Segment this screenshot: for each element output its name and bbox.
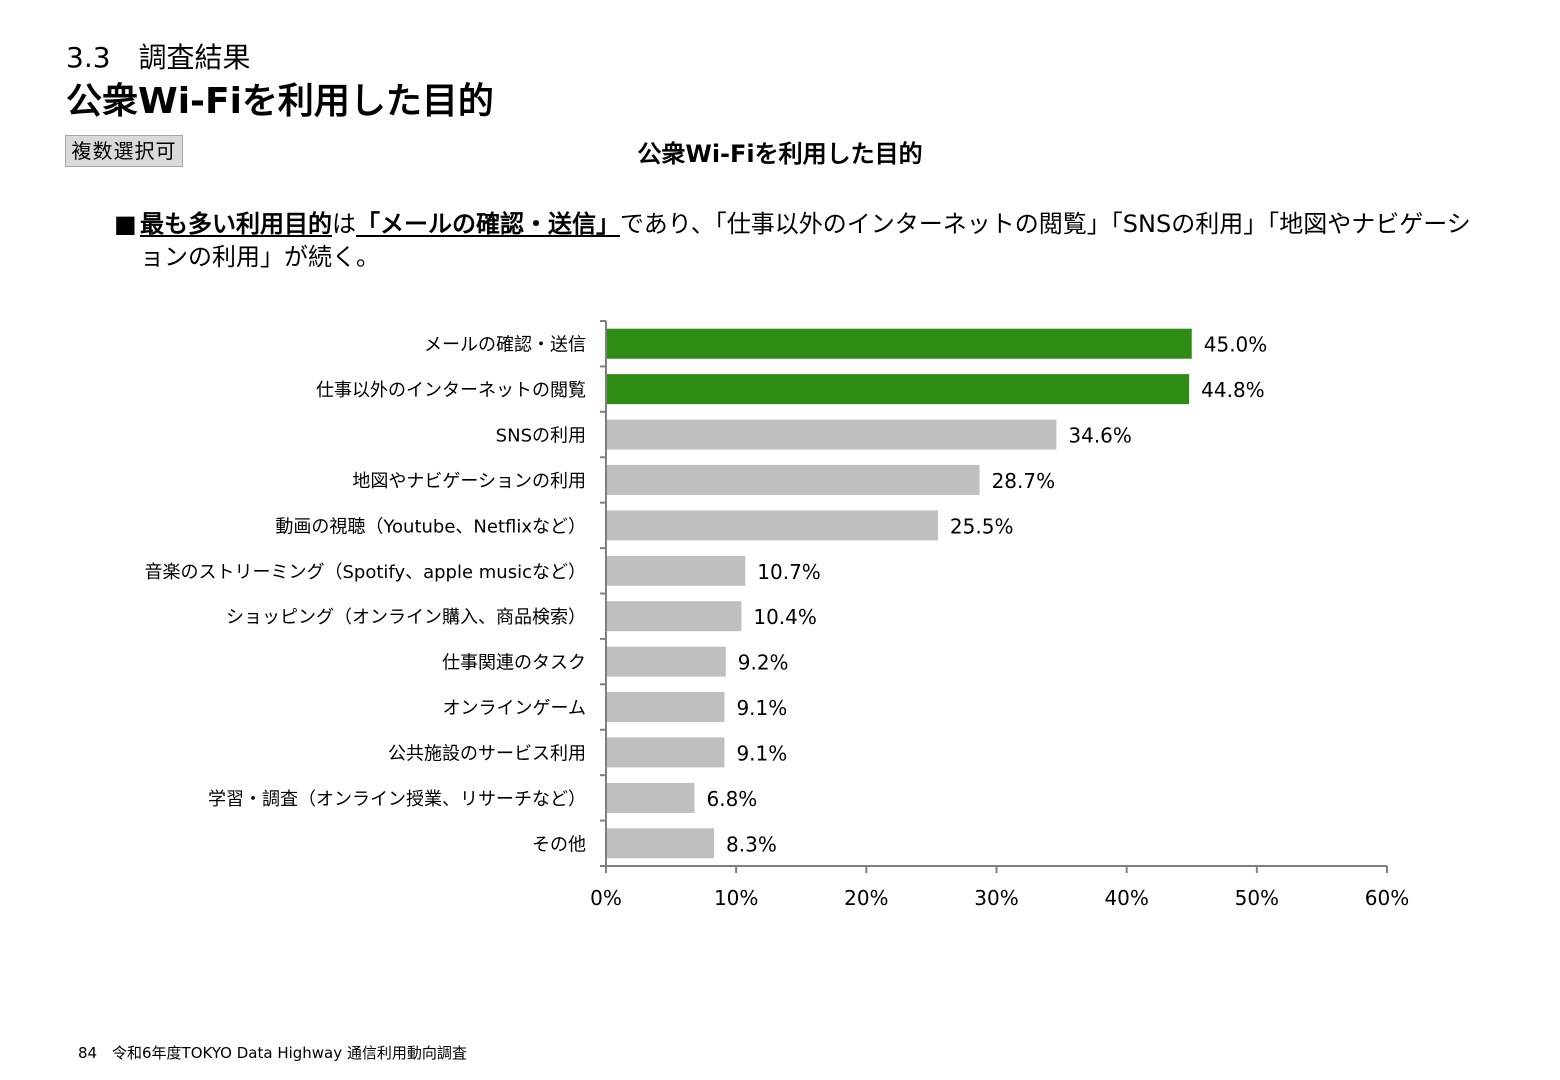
x-tick-label: 30% xyxy=(974,886,1018,910)
bar xyxy=(607,555,746,586)
category-label: 学習・調査（オンライン授業、リサーチなど） xyxy=(208,789,586,810)
category-label: メールの確認・送信 xyxy=(424,335,586,356)
category-label: 動画の視聴（Youtube、Netflixなど） xyxy=(275,516,586,537)
x-tick-label: 10% xyxy=(714,886,758,910)
x-tick-label: 0% xyxy=(590,886,622,910)
bar-value-label: 34.6% xyxy=(1068,424,1132,448)
bar-value-label: 6.8% xyxy=(707,787,758,811)
summary-rest: であり、「仕事以外のインターネットの閲覧」「SNSの利用」「地図やナビゲーション… xyxy=(140,210,1471,271)
bar xyxy=(607,510,938,541)
bar xyxy=(607,328,1192,359)
category-label: オンラインゲーム xyxy=(443,698,586,719)
bar xyxy=(607,374,1190,405)
bar xyxy=(607,782,695,813)
bar xyxy=(607,419,1057,450)
category-label: 公共施設のサービス利用 xyxy=(388,743,586,764)
bar-value-label: 10.4% xyxy=(753,605,817,629)
bar xyxy=(607,464,980,495)
bar-value-label: 9.1% xyxy=(736,741,787,765)
bar-value-label: 9.2% xyxy=(738,651,789,675)
bar-value-label: 44.8% xyxy=(1201,378,1265,402)
summary-top-item: 「メールの確認・送信」 xyxy=(356,210,620,238)
x-tick-label: 40% xyxy=(1104,886,1148,910)
category-label: 仕事関連のタスク xyxy=(442,653,586,674)
x-tick-label: 60% xyxy=(1365,886,1409,910)
page-title: 公衆Wi-Fiを利用した目的 xyxy=(66,81,494,122)
summary-particle: は xyxy=(332,210,356,238)
square-bullet-icon: ■ xyxy=(114,210,137,238)
bar-value-label: 10.7% xyxy=(757,560,821,584)
x-tick-label: 50% xyxy=(1235,886,1279,910)
bar xyxy=(607,646,726,677)
summary-emphasis: 最も多い利用目的 xyxy=(140,210,332,238)
page-number: 84 xyxy=(78,1044,98,1062)
category-label: 地図やナビゲーションの利用 xyxy=(352,471,586,492)
bar-value-label: 25.5% xyxy=(950,514,1014,538)
summary-body: 最も多い利用目的は「メールの確認・送信」であり、「仕事以外のインターネットの閲覧… xyxy=(114,208,1474,274)
x-tick-label: 20% xyxy=(844,886,888,910)
summary-text: ■ 最も多い利用目的は「メールの確認・送信」であり、「仕事以外のインターネットの… xyxy=(114,208,1474,274)
category-label: 仕事以外のインターネットの閲覧 xyxy=(316,380,586,401)
multi-select-badge: 複数選択可 xyxy=(65,135,183,167)
category-label: SNSの利用 xyxy=(496,426,586,447)
category-label: 音楽のストリーミング（Spotify、apple musicなど） xyxy=(145,562,587,583)
bar xyxy=(607,601,742,632)
bar-value-label: 28.7% xyxy=(992,469,1056,493)
bar xyxy=(607,737,725,768)
footer: 84 令和6年度TOKYO Data Highway 通信利用動向調査 xyxy=(78,1043,467,1063)
bar xyxy=(607,828,715,859)
section-label: 3.3 調査結果 xyxy=(66,41,251,74)
bar xyxy=(607,692,725,723)
chart-title: 公衆Wi-Fiを利用した目的 xyxy=(637,140,923,168)
category-label: ショッピング（オンライン購入、商品検索） xyxy=(226,607,586,628)
bar-value-label: 9.1% xyxy=(736,696,787,720)
bar-value-label: 8.3% xyxy=(726,832,777,856)
category-label: その他 xyxy=(532,834,586,855)
bar-value-label: 45.0% xyxy=(1204,333,1268,357)
footer-source: 令和6年度TOKYO Data Highway 通信利用動向調査 xyxy=(112,1044,467,1062)
